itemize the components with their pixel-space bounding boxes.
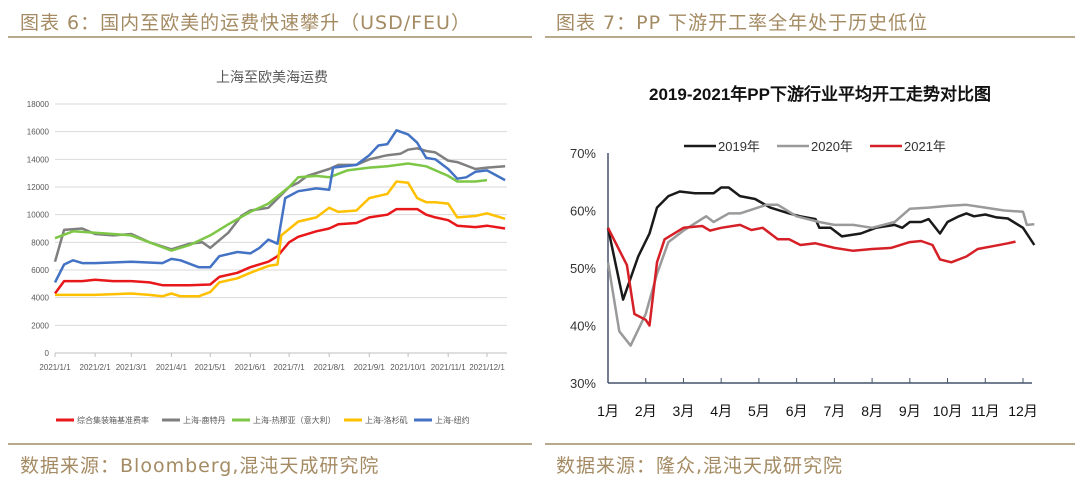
x-tick-label: 2021/6/1 xyxy=(235,363,267,372)
y-tick-label: 70% xyxy=(570,146,596,161)
x-tick-label: 3月 xyxy=(673,403,695,419)
x-tick-label: 10月 xyxy=(933,403,963,419)
x-tick-label: 2021/1/1 xyxy=(39,363,71,372)
series-line-2 xyxy=(606,223,1016,327)
x-tick-label: 2021/8/1 xyxy=(314,363,346,372)
right-chart-title: 2019-2021年PP下游行业平均开工走势对比图 xyxy=(649,84,991,104)
right-bottom-rule xyxy=(545,443,1075,445)
right-source: 数据来源：隆众,混沌天成研究院 xyxy=(556,455,844,477)
x-tick-label: 2月 xyxy=(635,403,657,419)
y-tick-label: 0 xyxy=(45,349,50,358)
x-tick-label: 11月 xyxy=(971,403,1000,419)
legend-label: 上海-鹿特丹 xyxy=(183,415,226,425)
y-tick-label: 18000 xyxy=(27,100,50,109)
left-caption: 图表 6：国内至欧美的运费快速攀升（USD/FEU） xyxy=(20,12,471,34)
legend-label: 2021年 xyxy=(904,139,946,154)
left-top-rule xyxy=(8,36,532,38)
x-tick-label: 7月 xyxy=(823,403,845,419)
x-tick-label: 12月 xyxy=(1008,403,1038,419)
series-line-2 xyxy=(54,162,488,252)
legend-label: 上海-热那亚（意大利） xyxy=(253,415,336,425)
y-tick-label: 50% xyxy=(570,261,596,276)
x-tick-label: 2021/9/1 xyxy=(354,363,386,372)
legend-label: 2019年 xyxy=(718,139,760,154)
series-line-0 xyxy=(53,207,506,295)
series-line-3 xyxy=(55,180,506,298)
x-tick-label: 2021/5/1 xyxy=(195,363,227,372)
y-tick-label: 30% xyxy=(570,376,596,391)
series-line-0 xyxy=(606,186,1036,301)
legend-label: 上海-洛杉矶 xyxy=(365,415,408,425)
x-tick-label: 6月 xyxy=(786,403,808,419)
right-caption: 图表 7：PP 下游开工率全年处于历史低位 xyxy=(556,12,929,34)
y-tick-label: 14000 xyxy=(27,155,50,164)
left-source: 数据来源：Bloomberg,混沌天成研究院 xyxy=(20,455,380,477)
legend-label: 综合集装箱基准费率 xyxy=(77,415,149,425)
x-tick-label: 2021/7/1 xyxy=(274,363,306,372)
y-tick-label: 12000 xyxy=(27,183,50,192)
series-line-4 xyxy=(53,129,506,283)
x-tick-label: 2021/12/1 xyxy=(469,363,505,372)
y-tick-label: 8000 xyxy=(31,238,49,247)
y-tick-label: 60% xyxy=(570,204,596,219)
x-tick-label: 2021/10/1 xyxy=(390,363,426,372)
left-bottom-rule xyxy=(8,443,532,445)
x-tick-label: 8月 xyxy=(861,403,883,419)
series-line-1 xyxy=(606,203,1035,347)
y-tick-label: 16000 xyxy=(27,128,50,137)
x-tick-label: 2021/3/1 xyxy=(116,363,148,372)
x-tick-label: 1月 xyxy=(597,403,619,419)
x-tick-label: 2021/11/1 xyxy=(431,363,467,372)
x-tick-label: 2021/2/1 xyxy=(80,363,112,372)
right-top-rule xyxy=(545,36,1075,38)
x-tick-label: 4月 xyxy=(710,403,732,419)
y-tick-label: 2000 xyxy=(31,321,49,330)
y-tick-label: 6000 xyxy=(31,266,49,275)
x-tick-label: 5月 xyxy=(748,403,770,419)
legend-label: 2020年 xyxy=(811,139,853,154)
y-tick-label: 4000 xyxy=(31,294,49,303)
legend-label: 上海-纽约 xyxy=(435,415,470,425)
left-chart-title: 上海至欧美海运费 xyxy=(216,69,328,85)
y-tick-label: 10000 xyxy=(27,211,50,220)
x-tick-label: 9月 xyxy=(899,403,921,419)
x-tick-label: 2021/4/1 xyxy=(156,363,188,372)
y-tick-label: 40% xyxy=(570,319,596,334)
